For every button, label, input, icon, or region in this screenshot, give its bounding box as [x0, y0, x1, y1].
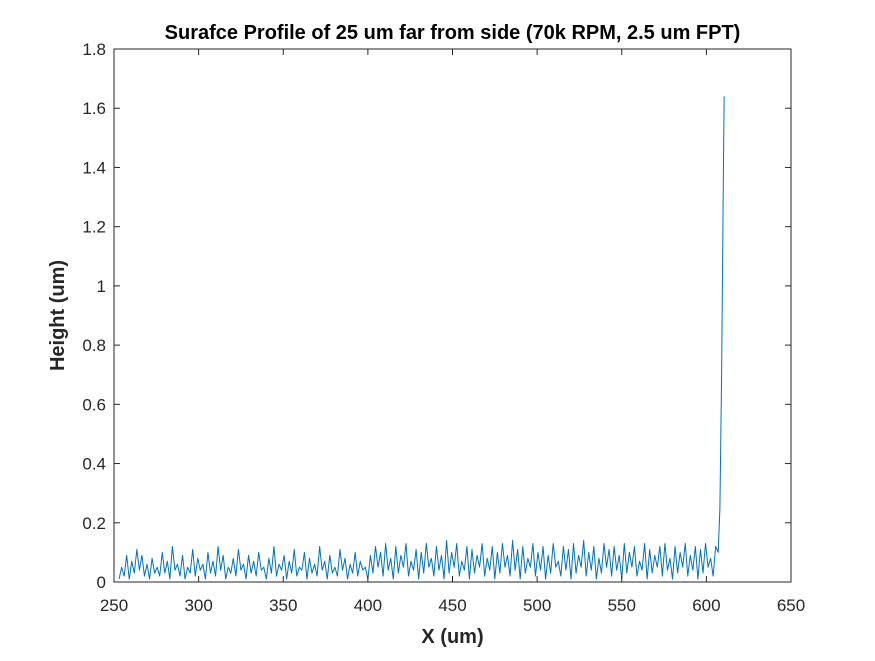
- y-tick-label: 0: [97, 573, 106, 592]
- series-line-1: [118, 96, 725, 580]
- x-tick-label: 500: [523, 596, 551, 615]
- y-axis-title: Height (um): [47, 260, 69, 371]
- y-tick-label: 0.2: [82, 514, 106, 533]
- x-tick-label: 450: [438, 596, 466, 615]
- y-axis-ticks: 0 0.2 0.4 0.6 0.8 1 1.2 1.4 1.6 1.8: [82, 40, 791, 592]
- x-axis-title: X (um): [421, 626, 483, 648]
- y-tick-label: 0.8: [82, 336, 106, 355]
- y-tick-label: 1.6: [82, 99, 106, 118]
- chart-title: Surafce Profile of 25 um far from side (…: [165, 22, 741, 44]
- x-tick-label: 400: [354, 596, 382, 615]
- x-tick-label: 650: [777, 596, 805, 615]
- y-tick-label: 1.4: [82, 158, 106, 177]
- x-tick-label: 600: [692, 596, 720, 615]
- x-tick-label: 550: [608, 596, 636, 615]
- x-tick-label: 300: [184, 596, 212, 615]
- x-axis-ticks: 250 300 350 400 450 500 550 600 650: [100, 49, 805, 615]
- x-tick-label: 250: [100, 596, 128, 615]
- y-tick-label: 0.6: [82, 395, 106, 414]
- y-tick-label: 1.8: [82, 40, 106, 59]
- y-tick-label: 1.2: [82, 218, 106, 237]
- x-tick-label: 350: [269, 596, 297, 615]
- y-tick-label: 0.4: [82, 455, 106, 474]
- plot-area: [114, 49, 791, 582]
- y-tick-label: 1: [97, 277, 106, 296]
- series-layer: [118, 96, 725, 580]
